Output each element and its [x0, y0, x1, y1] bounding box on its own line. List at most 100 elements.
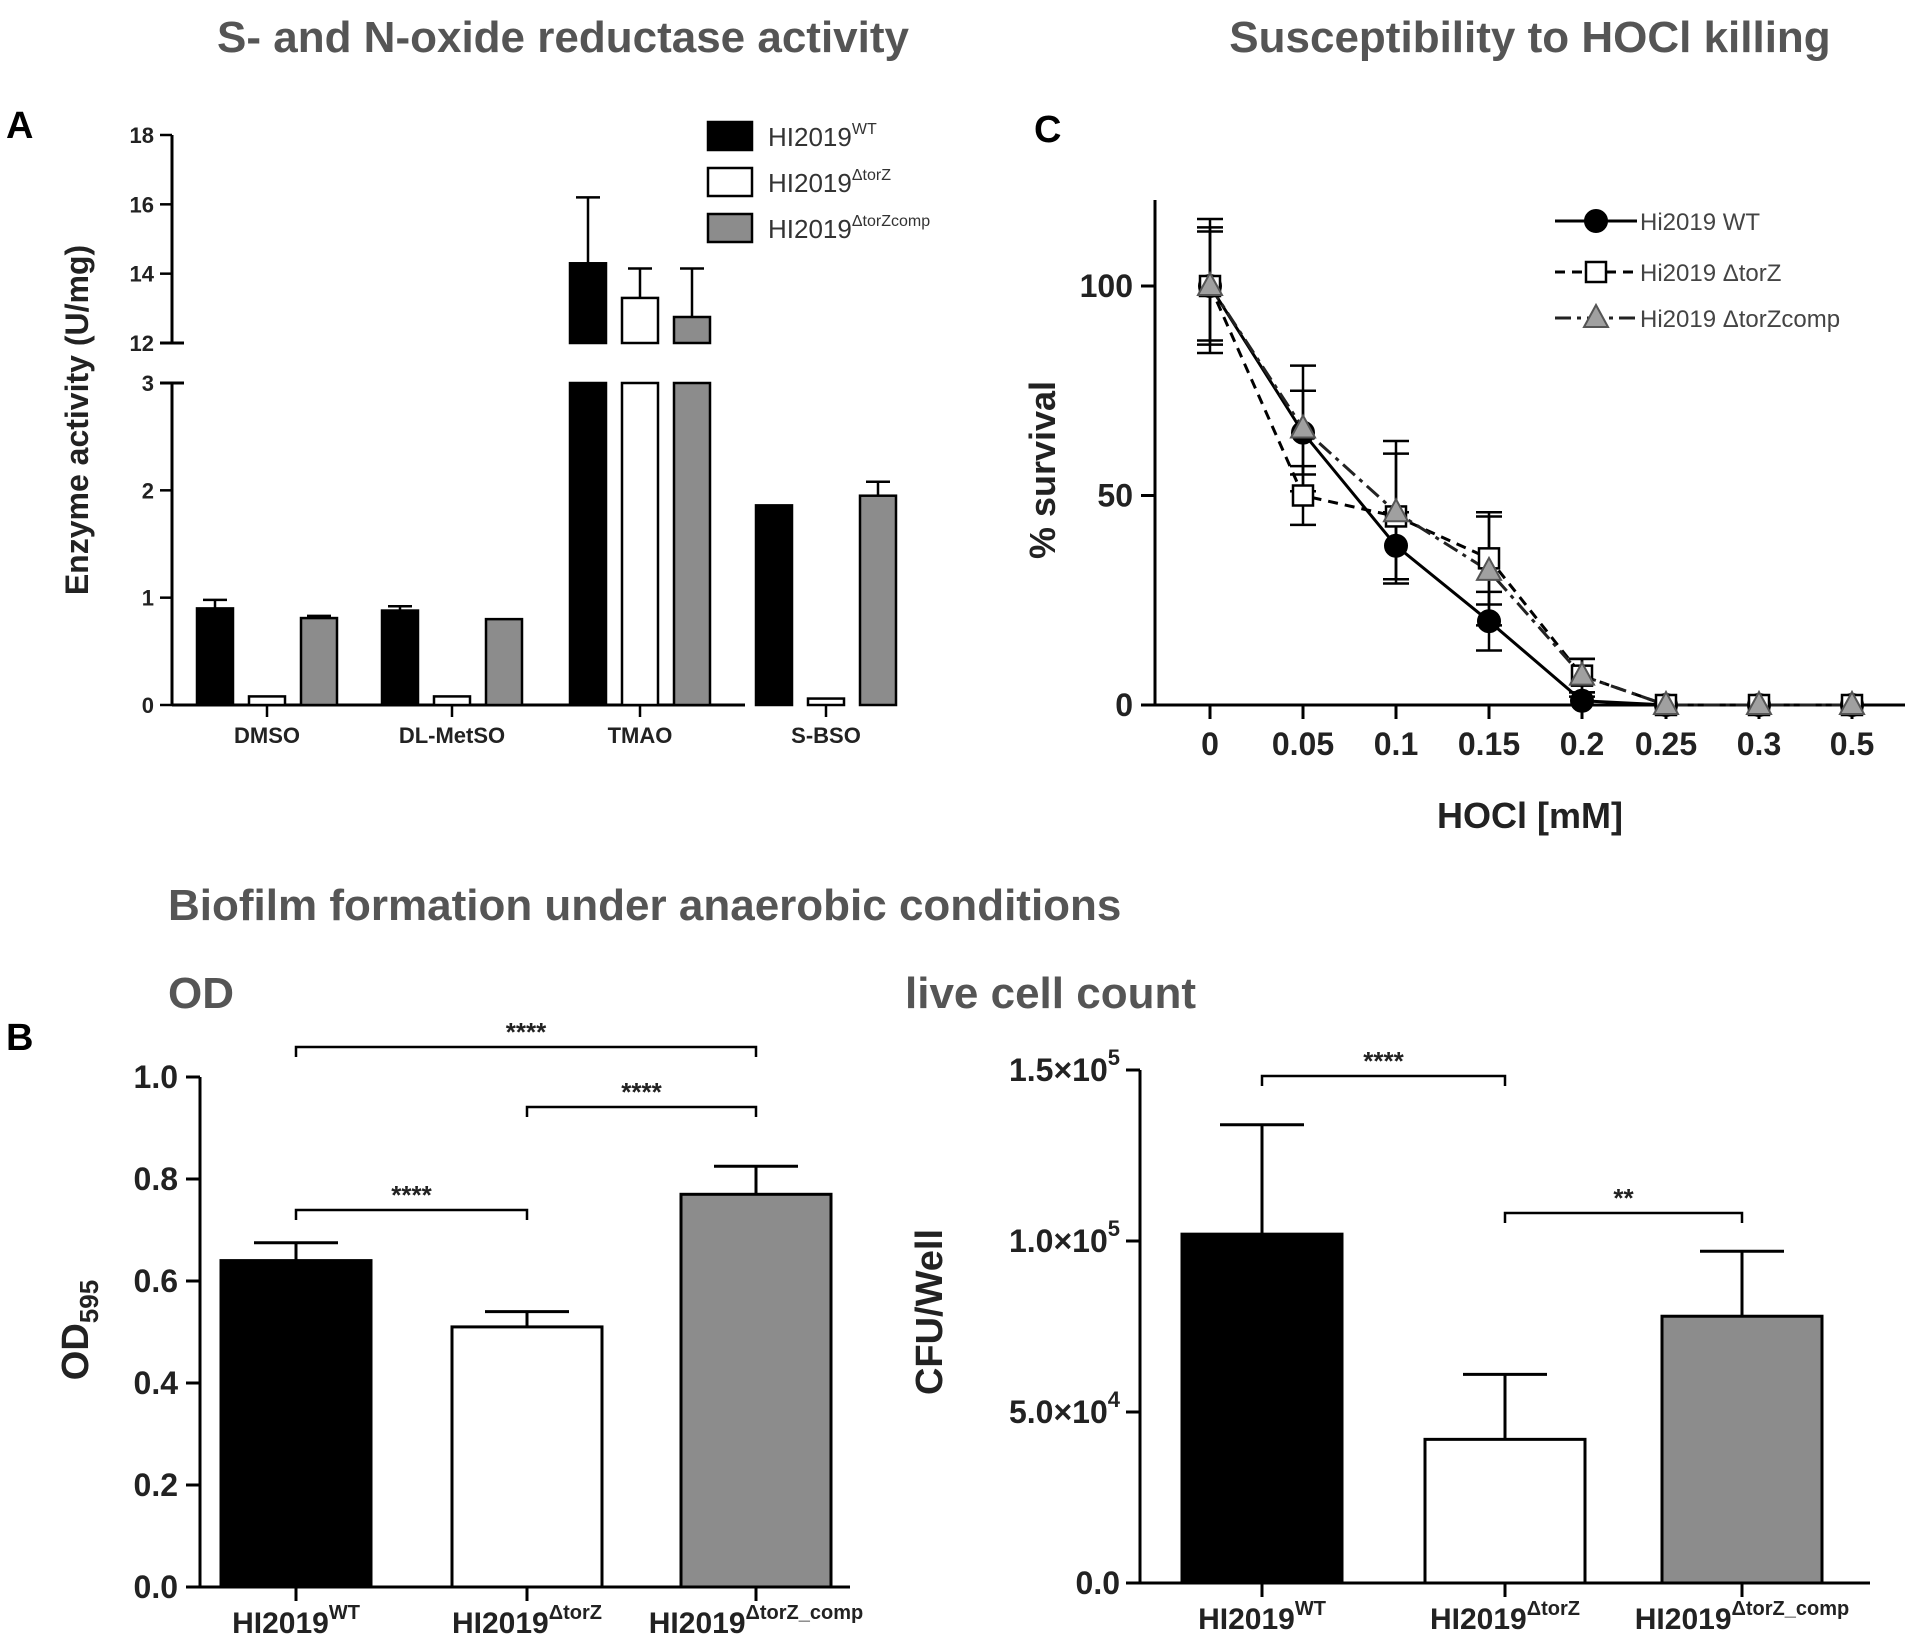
legend-label: HI2019WT: [768, 121, 877, 152]
significance-label: **: [1613, 1183, 1634, 1213]
bar-HI2019WT: [1180, 1232, 1344, 1585]
x-tick-label-sup: ΔtorZ_comp: [1732, 1598, 1850, 1620]
y-axis-label: OD595: [55, 1280, 104, 1380]
x-tick-label: 0.3: [1737, 726, 1781, 762]
data-point-Hi2019 ΔtorZcomp: [1196, 270, 1224, 296]
bar-HI2019WT-TMAO-upper: [568, 262, 608, 345]
panel-letter-b: B: [6, 1017, 33, 1059]
x-tick-label: HI2019ΔtorZ: [452, 1602, 602, 1640]
bar-HI2019ΔtorZ-TMAO: [620, 381, 660, 707]
significance-label: ****: [391, 1180, 432, 1210]
legend-label-sup: ΔtorZcomp: [852, 213, 930, 230]
x-tick-label: 0.2: [1560, 726, 1604, 762]
x-tick-label-sup: WT: [329, 1602, 360, 1624]
bar-HI2019ΔtorZcomp-S-BSO: [858, 494, 898, 707]
bar-HI2019WT-TMAO: [568, 381, 608, 707]
x-tick-label: HI2019ΔtorZ_comp: [1635, 1598, 1849, 1636]
legend-label-sup: WT: [852, 121, 877, 138]
bar-HI2019ΔtorZcomp-TMAO-upper: [672, 315, 712, 345]
x-tick-label: S-BSO: [791, 723, 861, 748]
y-tick-label-base: 1.5×10: [1009, 1052, 1108, 1088]
data-point-Hi2019 WT: [1570, 688, 1594, 713]
x-tick-label: DL-MetSO: [399, 723, 505, 748]
y-tick-label: 1.0×105: [1009, 1216, 1120, 1259]
y-tick-label: 5.0×104: [1009, 1387, 1121, 1430]
panel-a-title: S- and N-oxide reductase activity: [217, 13, 910, 62]
legend-label-sup: ΔtorZ: [852, 167, 891, 184]
y-tick-label: 0: [1115, 687, 1133, 723]
y-tick-label: 0.4: [134, 1365, 179, 1401]
bar-HI2019ΔtorZcomp-TMAO: [672, 381, 712, 707]
data-point-Hi2019 ΔtorZcomp: [1568, 660, 1596, 686]
significance-bracket: [525, 1105, 758, 1117]
bar-HI2019ΔtorZ-DMSO: [247, 695, 287, 707]
x-tick-label: TMAO: [608, 723, 673, 748]
chart-title: OD: [168, 969, 234, 1018]
y-tick-label-sup: 4: [1108, 1387, 1121, 1412]
x-tick-label: HI2019WT: [232, 1602, 360, 1640]
x-tick-label-base: HI2019: [1635, 1603, 1732, 1636]
y-axis-label: Enzyme activity (U/mg): [59, 245, 95, 595]
legend-label-base: HI2019: [768, 122, 852, 152]
y-tick-label: 0.2: [134, 1467, 178, 1503]
bar-HI2019ΔtorZ_comp: [1660, 1314, 1824, 1585]
data-point-Hi2019 WT: [1384, 533, 1408, 558]
bar-HI2019ΔtorZ-S-BSO: [806, 697, 846, 707]
x-tick-label-base: HI2019: [649, 1607, 746, 1640]
legend-label: Hi2019 ΔtorZcomp: [1640, 306, 1840, 333]
x-tick-label-sup: ΔtorZ: [1527, 1598, 1580, 1620]
y-tick-label: 0: [142, 693, 154, 718]
y-tick-label: 50: [1097, 478, 1133, 514]
significance-label: ****: [506, 1017, 547, 1047]
legend-marker: [1584, 209, 1608, 233]
data-point-Hi2019 ΔtorZcomp: [1289, 413, 1317, 439]
x-tick-label-base: HI2019: [452, 1607, 549, 1640]
x-tick-label: 0.5: [1830, 726, 1874, 762]
legend-swatch: [706, 212, 754, 244]
x-tick-label-base: HI2019: [1430, 1603, 1527, 1636]
panel-letter-a: A: [6, 105, 33, 147]
y-axis-label-sub: 595: [74, 1280, 104, 1323]
x-tick-label-sup: ΔtorZ_comp: [746, 1602, 864, 1624]
legend-swatch: [706, 166, 754, 198]
x-tick-label: HI2019ΔtorZ_comp: [649, 1602, 863, 1640]
data-point-Hi2019 WT: [1477, 609, 1501, 634]
data-point-Hi2019 ΔtorZ: [1291, 484, 1315, 507]
legend-marker: [1584, 260, 1608, 284]
y-tick-label: 18: [130, 123, 154, 148]
significance-label: ****: [621, 1077, 662, 1107]
x-tick-label: DMSO: [234, 723, 300, 748]
x-tick-label: 0.25: [1635, 726, 1697, 762]
y-axis-label-base: OD: [55, 1323, 97, 1380]
bar-HI2019ΔtorZ-DL-MetSO: [432, 695, 472, 707]
panel-b-title: Biofilm formation under anaerobic condit…: [168, 881, 1121, 930]
y-tick-label: 0.8: [134, 1161, 178, 1197]
significance-bracket: [294, 1045, 758, 1057]
y-tick-label: 3: [142, 371, 154, 396]
data-point-Hi2019 ΔtorZcomp: [1475, 555, 1503, 581]
panel-b-cfu-chart: live cell count0.05.0×1041.0×1051.5×105C…: [905, 969, 1870, 1636]
legend-label-base: HI2019: [768, 214, 852, 244]
y-tick-label: 0.6: [134, 1263, 178, 1299]
bar-HI2019ΔtorZ: [1423, 1437, 1587, 1585]
significance-bracket: [1503, 1211, 1744, 1223]
x-tick-label-base: HI2019: [232, 1607, 329, 1640]
chart-title: live cell count: [905, 969, 1196, 1018]
legend-label-base: HI2019: [768, 168, 852, 198]
y-tick-label: 1: [142, 586, 154, 611]
panel-c-title: Susceptibility to HOCl killing: [1229, 13, 1830, 62]
y-tick-label: 14: [130, 262, 155, 287]
y-tick-label-sup: 5: [1108, 1045, 1120, 1070]
x-tick-label: 0.1: [1374, 726, 1418, 762]
y-tick-label: 16: [130, 192, 154, 217]
y-tick-label: 2: [142, 478, 154, 503]
x-tick-label: HI2019WT: [1198, 1598, 1326, 1636]
bar-HI2019ΔtorZ-TMAO-upper: [620, 296, 660, 345]
y-tick-label: 1.0: [134, 1059, 178, 1095]
significance-bracket: [1260, 1074, 1507, 1086]
x-axis-label: HOCl [mM]: [1437, 795, 1623, 836]
legend-label: Hi2019 ΔtorZ: [1640, 260, 1781, 287]
series-line-Hi2019 ΔtorZcomp: [1208, 285, 1852, 707]
data-point-Hi2019 ΔtorZcomp: [1652, 689, 1680, 715]
